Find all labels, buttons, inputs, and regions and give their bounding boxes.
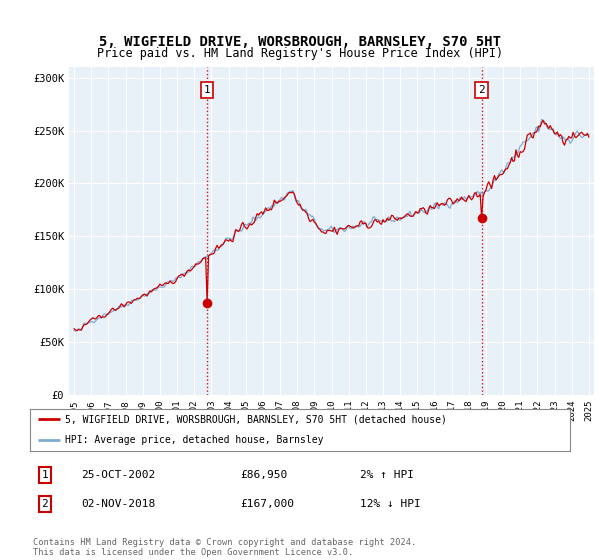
Text: 12% ↓ HPI: 12% ↓ HPI — [360, 499, 421, 509]
Text: 02-NOV-2018: 02-NOV-2018 — [81, 499, 155, 509]
Text: £167,000: £167,000 — [240, 499, 294, 509]
Text: £86,950: £86,950 — [240, 470, 287, 480]
Text: 5, WIGFIELD DRIVE, WORSBROUGH, BARNSLEY, S70 5HT (detached house): 5, WIGFIELD DRIVE, WORSBROUGH, BARNSLEY,… — [65, 414, 447, 424]
Text: 2% ↑ HPI: 2% ↑ HPI — [360, 470, 414, 480]
Text: 2: 2 — [41, 499, 49, 509]
Text: 1: 1 — [204, 85, 211, 95]
Text: Price paid vs. HM Land Registry's House Price Index (HPI): Price paid vs. HM Land Registry's House … — [97, 47, 503, 60]
Text: 2: 2 — [478, 85, 485, 95]
Text: 25-OCT-2002: 25-OCT-2002 — [81, 470, 155, 480]
Text: 5, WIGFIELD DRIVE, WORSBROUGH, BARNSLEY, S70 5HT: 5, WIGFIELD DRIVE, WORSBROUGH, BARNSLEY,… — [99, 35, 501, 49]
Text: 1: 1 — [41, 470, 49, 480]
Text: HPI: Average price, detached house, Barnsley: HPI: Average price, detached house, Barn… — [65, 435, 323, 445]
Text: Contains HM Land Registry data © Crown copyright and database right 2024.
This d: Contains HM Land Registry data © Crown c… — [33, 538, 416, 557]
